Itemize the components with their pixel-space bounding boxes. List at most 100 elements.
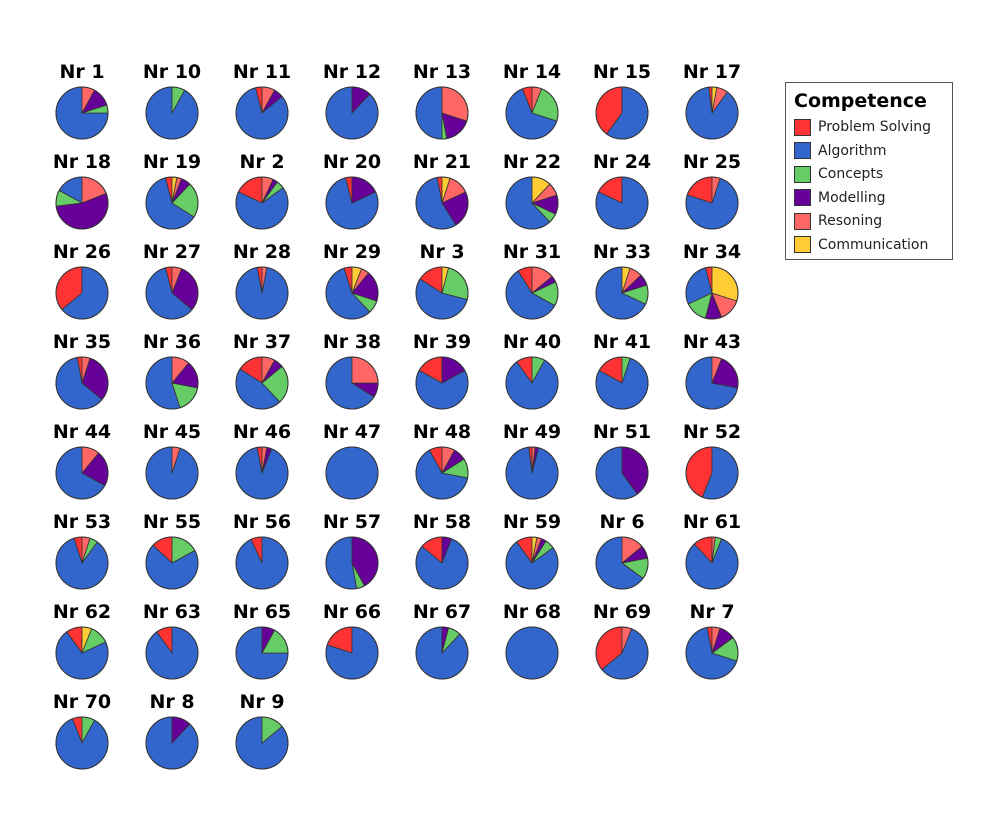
pie-outline [325, 536, 379, 590]
pie-outline [685, 266, 739, 320]
pie-outline [595, 536, 649, 590]
pie-title: Nr 53 [53, 511, 111, 533]
pie-title: Nr 68 [503, 601, 561, 623]
pie-title: Nr 15 [593, 61, 651, 83]
pie-outline [415, 446, 469, 500]
pie-title: Nr 22 [503, 151, 561, 173]
pie-outline [55, 176, 109, 230]
legend-label: Resoning [818, 213, 883, 229]
pie-title: Nr 1 [59, 61, 104, 83]
pie-title: Nr 70 [53, 691, 111, 713]
pie: Nr 12 [323, 61, 381, 140]
pie-title: Nr 28 [233, 241, 291, 263]
pie-title: Nr 9 [239, 691, 284, 713]
pie: Nr 9 [235, 691, 289, 770]
pie: Nr 13 [413, 61, 471, 140]
pie: Nr 57 [323, 511, 381, 590]
legend-item: Algorithm [794, 141, 887, 161]
pie-title: Nr 39 [413, 331, 471, 353]
pie-outline [415, 356, 469, 410]
pie-title: Nr 69 [593, 601, 651, 623]
pie: Nr 21 [413, 151, 471, 230]
pie-outline [235, 266, 289, 320]
pie: Nr 7 [685, 601, 739, 680]
pie-outline [55, 536, 109, 590]
pie-outline [55, 266, 109, 320]
pie: Nr 29 [323, 241, 381, 320]
pie-outline [505, 266, 559, 320]
pie-outline [55, 716, 109, 770]
pie-title: Nr 31 [503, 241, 561, 263]
pie: Nr 51 [593, 421, 651, 500]
pie-title: Nr 49 [503, 421, 561, 443]
pie-title: Nr 47 [323, 421, 381, 443]
pie: Nr 44 [53, 421, 111, 500]
legend-swatch [794, 142, 811, 159]
pie-outline [145, 626, 199, 680]
pie: Nr 52 [683, 421, 741, 500]
pie-outline [505, 176, 559, 230]
pie-title: Nr 27 [143, 241, 201, 263]
pie-title: Nr 48 [413, 421, 471, 443]
pie: Nr 3 [415, 241, 469, 320]
pie-outline [505, 356, 559, 410]
legend-label: Problem Solving [818, 119, 931, 135]
pie-title: Nr 33 [593, 241, 651, 263]
legend-swatch [794, 189, 811, 206]
pie: Nr 40 [503, 331, 561, 410]
pie: Nr 15 [593, 61, 651, 140]
legend-label: Algorithm [818, 142, 887, 159]
pie-title: Nr 63 [143, 601, 201, 623]
legend-item: Concepts [794, 164, 883, 184]
pie-outline [55, 446, 109, 500]
pie-title: Nr 41 [593, 331, 651, 353]
pie-outline [595, 266, 649, 320]
pie: Nr 26 [53, 241, 111, 320]
pie-title: Nr 25 [683, 151, 741, 173]
pie: Nr 28 [233, 241, 291, 320]
pie-title: Nr 24 [593, 151, 651, 173]
pie-outline [685, 86, 739, 140]
pie-title: Nr 35 [53, 331, 111, 353]
pie-title: Nr 36 [143, 331, 201, 353]
pie-title: Nr 14 [503, 61, 561, 83]
pie: Nr 59 [503, 511, 561, 590]
legend-swatch [794, 118, 811, 136]
pie-title: Nr 56 [233, 511, 291, 533]
pie-outline [235, 86, 289, 140]
pie: Nr 36 [143, 331, 201, 410]
pie-title: Nr 38 [323, 331, 381, 353]
pie-title: Nr 29 [323, 241, 381, 263]
pie: Nr 24 [593, 151, 651, 230]
pie-title: Nr 40 [503, 331, 561, 353]
pie-outline [55, 86, 109, 140]
pie: Nr 39 [413, 331, 471, 410]
pie-title: Nr 44 [53, 421, 111, 443]
legend-title: Competence [794, 90, 927, 112]
pie-outline [145, 716, 199, 770]
pie-outline [235, 176, 289, 230]
pie: Nr 58 [413, 511, 471, 590]
pie-outline [235, 716, 289, 770]
pie: Nr 47 [323, 421, 381, 500]
pie: Nr 18 [53, 151, 111, 230]
pie-title: Nr 12 [323, 61, 381, 83]
pie-outline [505, 536, 559, 590]
pie: Nr 61 [683, 511, 741, 590]
pie-outline [145, 446, 199, 500]
pie: Nr 2 [235, 151, 289, 230]
pie-outline [325, 86, 379, 140]
pie: Nr 41 [593, 331, 651, 410]
pie: Nr 62 [53, 601, 111, 680]
pie-title: Nr 58 [413, 511, 471, 533]
legend-item: Resoning [794, 211, 882, 231]
pie: Nr 68 [503, 601, 561, 680]
pie-title: Nr 46 [233, 421, 291, 443]
pie-title: Nr 3 [419, 241, 464, 263]
pie: Nr 56 [233, 511, 291, 590]
pie-outline [145, 86, 199, 140]
pie-outline [325, 446, 379, 500]
pie-title: Nr 19 [143, 151, 201, 173]
pie-title: Nr 67 [413, 601, 471, 623]
pie-title: Nr 20 [323, 151, 381, 173]
